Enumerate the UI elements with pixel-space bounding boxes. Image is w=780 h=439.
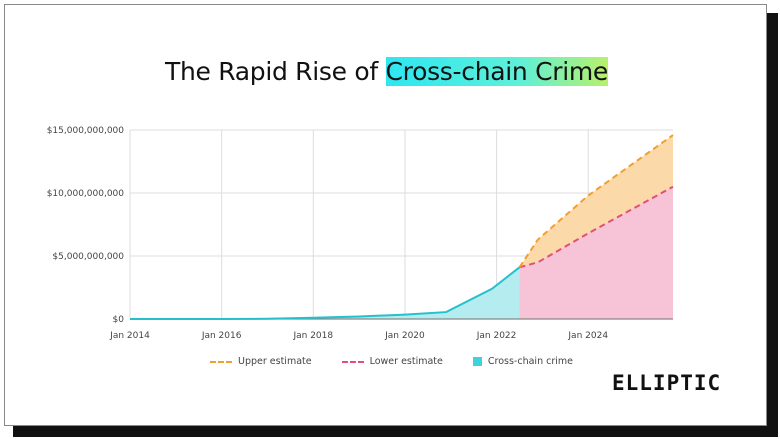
title-prefix: The Rapid Rise of	[164, 57, 386, 86]
legend: Upper estimate Lower estimate Cross-chai…	[210, 356, 573, 367]
y-tick-label: $5,000,000,000	[52, 252, 124, 262]
legend-upper-label: Upper estimate	[238, 356, 312, 367]
legend-crime: Cross-chain crime	[472, 356, 573, 367]
lower-estimate-area	[519, 186, 673, 319]
legend-lower-label: Lower estimate	[369, 356, 443, 367]
y-tick-label: $10,000,000,000	[47, 189, 125, 199]
legend-lower-swatch	[341, 360, 364, 363]
x-tick-label: Jan 2016	[201, 331, 242, 341]
upper-estimate-line	[518, 134, 674, 268]
cross-chain-crime-area	[130, 267, 520, 319]
x-tick-label: Jan 2024	[567, 331, 608, 341]
elliptic-logo: ELLIPTIC	[612, 371, 722, 395]
legend-crime-label: Cross-chain crime	[487, 356, 573, 367]
cross-chain-crime-line	[130, 266, 521, 320]
legend-upper-swatch	[210, 360, 232, 363]
legend-crime-swatch	[472, 357, 482, 366]
y-tick-label: $15,000,000,000	[47, 126, 125, 136]
x-tick-label: Jan 2018	[292, 331, 333, 341]
x-tick-label: Jan 2020	[384, 331, 425, 341]
x-tick-label: Jan 2022	[476, 331, 517, 341]
legend-lower: Lower estimate	[341, 356, 443, 367]
x-tick-label: Jan 2014	[109, 331, 150, 341]
chart-title: The Rapid Rise of Cross-chain Crime	[5, 57, 768, 86]
legend-upper: Upper estimate	[210, 356, 312, 367]
y-tick-label: $0	[113, 315, 125, 325]
title-highlight: Cross-chain Crime	[385, 57, 609, 86]
lower-estimate-line	[519, 185, 674, 269]
